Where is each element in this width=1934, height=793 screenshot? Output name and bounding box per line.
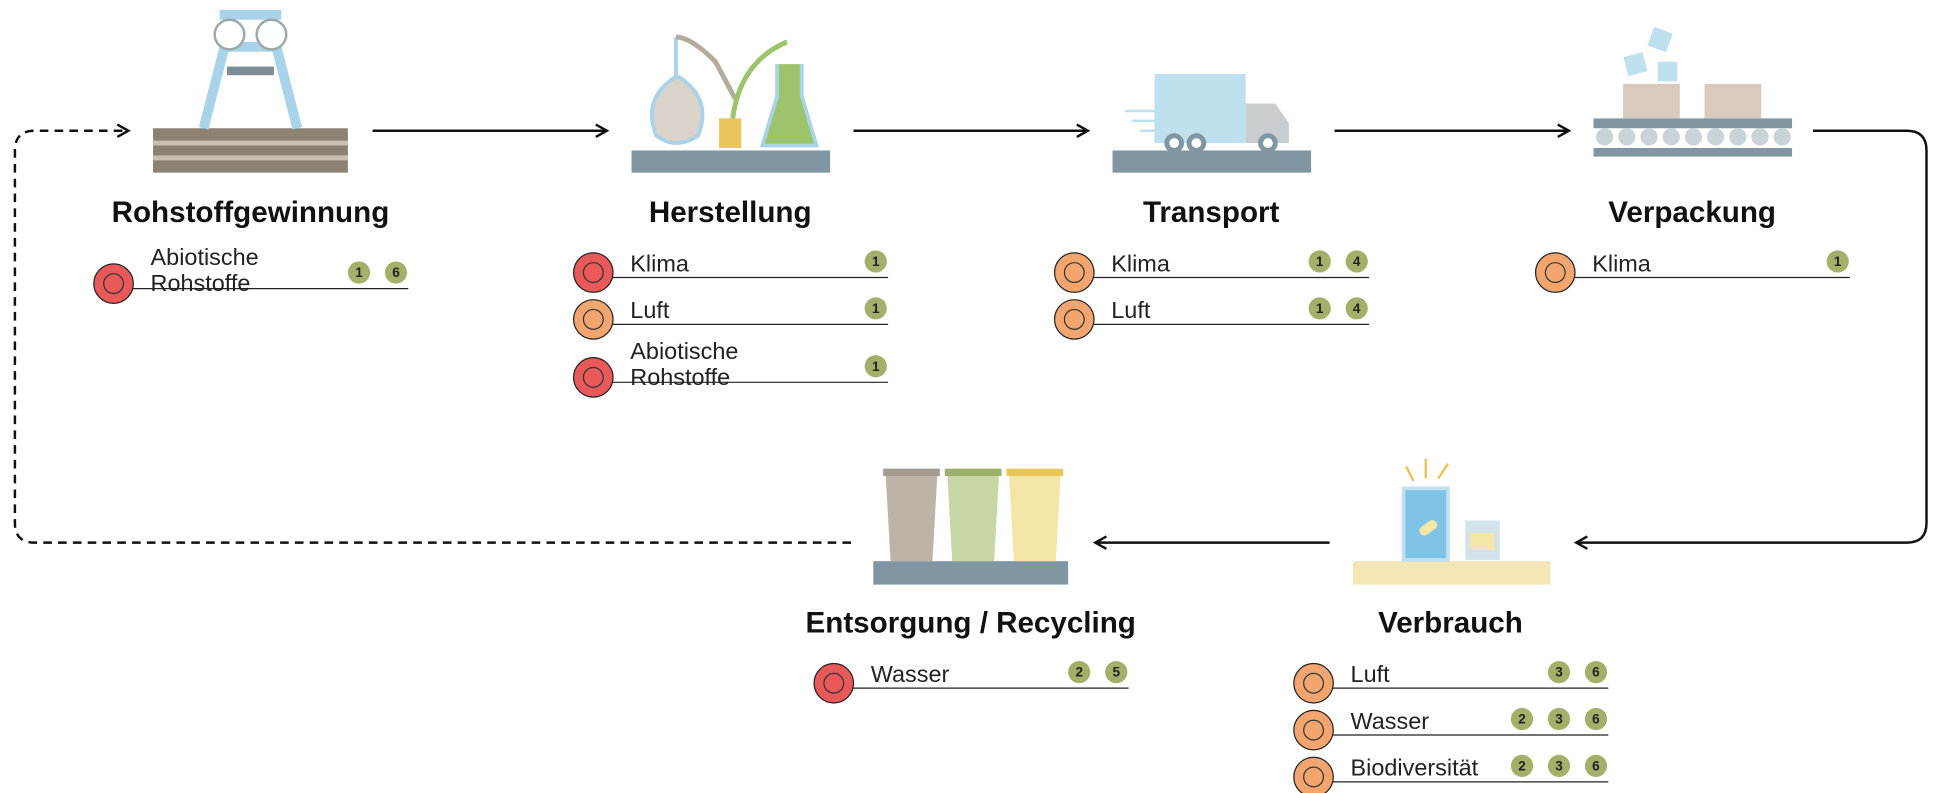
stage-title: Entsorgung / Recycling <box>806 607 1136 640</box>
impact-icon <box>1536 253 1575 292</box>
stage-title: Herstellung <box>649 196 812 229</box>
impact-row: Wasser 2 5 <box>814 661 1128 703</box>
badge-number: 6 <box>392 265 400 280</box>
arrow <box>1576 131 1926 543</box>
badge-number: 3 <box>1555 758 1563 773</box>
impact-label: Abiotische <box>151 244 259 270</box>
mining-illustration <box>153 10 348 173</box>
badge-number: 4 <box>1353 301 1361 316</box>
badge-number: 2 <box>1518 712 1526 727</box>
return-arrow <box>15 131 851 543</box>
stage: Rohstoffgewinnung AbiotischeRohstoffe 1 6 <box>94 196 408 303</box>
badge-number: 1 <box>1316 254 1324 269</box>
impact-row: Klima 1 <box>574 250 888 292</box>
lifecycle-diagram: RohstoffgewinnungAbiotischeRohstoffe16He… <box>0 0 1934 793</box>
impact-row: Luft 3 6 <box>1294 661 1608 703</box>
impact-icon <box>814 664 853 703</box>
badge-number: 1 <box>1316 301 1324 316</box>
stage-title: Rohstoffgewinnung <box>112 196 390 229</box>
badge-number: 6 <box>1592 665 1600 680</box>
impact-label: Klima <box>1592 250 1652 276</box>
impact-icon <box>1055 300 1094 339</box>
impact-row: Klima 1 4 <box>1055 250 1369 292</box>
impact-row: Wasser 2 3 6 <box>1294 708 1608 750</box>
packaging-illustration <box>1594 27 1793 157</box>
impact-label: Rohstoffe <box>151 270 251 296</box>
truck-illustration <box>1113 74 1312 173</box>
impact-label: Abiotische <box>630 338 738 364</box>
page: {"stages": [ {"title": "Rohstoffgewinnun… <box>0 0 1934 793</box>
impact-icon <box>574 300 613 339</box>
badge-number: 6 <box>1592 712 1600 727</box>
impact-label: Luft <box>630 297 670 323</box>
impact-label: Biodiversität <box>1351 755 1479 781</box>
badge-number: 3 <box>1555 665 1563 680</box>
stage: Verpackung Klima 1 <box>1536 196 1850 292</box>
impact-icon <box>94 264 133 303</box>
impact-row: Klima 1 <box>1536 250 1850 292</box>
badge-number: 6 <box>1592 758 1600 773</box>
impact-label: Luft <box>1351 661 1391 687</box>
impact-icon <box>1055 253 1094 292</box>
impact-icon <box>574 253 613 292</box>
impact-icon <box>1294 757 1333 793</box>
badge-number: 1 <box>1834 254 1842 269</box>
badge-number: 2 <box>1075 665 1083 680</box>
badge-number: 2 <box>1518 758 1526 773</box>
stage-title: Verpackung <box>1608 196 1776 229</box>
impact-label: Luft <box>1111 297 1151 323</box>
impact-icon <box>1294 710 1333 749</box>
badge-number: 1 <box>872 359 880 374</box>
impact-icon <box>1294 664 1333 703</box>
stage-title: Verbrauch <box>1378 607 1523 640</box>
impact-label: Wasser <box>1351 708 1430 734</box>
lab-illustration <box>632 37 831 173</box>
stage: Verbrauch Luft 3 6 Wasser 2 3 6 Biodiversität 2 3 6 <box>1294 607 1608 793</box>
badge-number: 1 <box>355 265 363 280</box>
stage-title: Transport <box>1143 196 1280 229</box>
impact-label: Wasser <box>871 661 950 687</box>
impact-label: Rohstoffe <box>630 364 730 390</box>
badge-number: 1 <box>872 301 880 316</box>
badge-number: 1 <box>872 254 880 269</box>
stage: Entsorgung / Recycling Wasser 2 5 <box>806 607 1136 703</box>
impact-label: Klima <box>1111 250 1171 276</box>
badge-number: 3 <box>1555 712 1563 727</box>
recycling-illustration <box>873 469 1068 585</box>
stage: Transport Klima 1 4 Luft 1 4 <box>1055 196 1369 339</box>
badge-number: 5 <box>1112 665 1120 680</box>
impact-row: Biodiversität 2 3 6 <box>1294 755 1608 793</box>
impact-row: Luft 1 4 <box>1055 297 1369 339</box>
impact-row: Luft 1 <box>574 297 888 339</box>
impact-label: Klima <box>630 250 690 276</box>
badge-number: 4 <box>1353 254 1361 269</box>
impact-icon <box>574 358 613 397</box>
consumption-illustration <box>1353 459 1550 585</box>
